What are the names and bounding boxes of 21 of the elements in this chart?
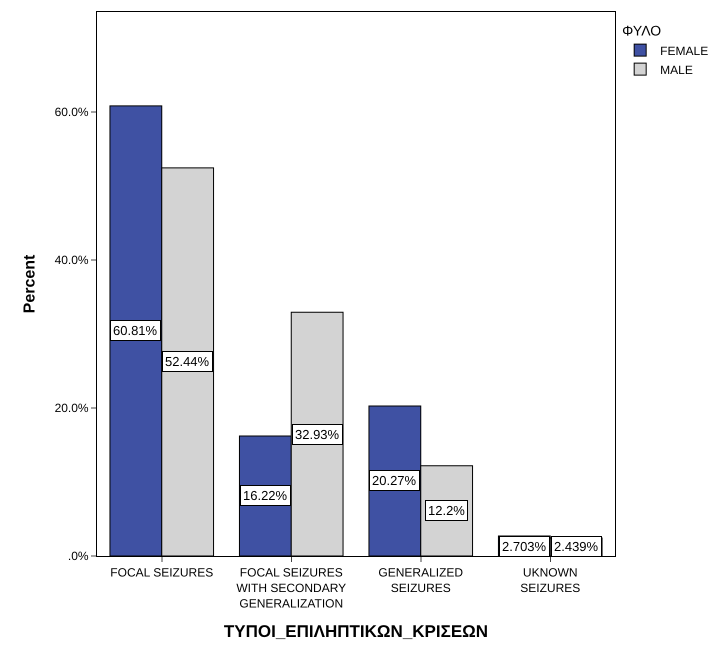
data-label: 12.2% bbox=[428, 503, 466, 518]
data-label: 20.27% bbox=[372, 473, 417, 488]
x-tick-label: UKNOWN SEIZURES bbox=[520, 565, 580, 595]
y-tick-label: .0% bbox=[68, 549, 89, 564]
x-axis-title: ΤΥΠΟΙ_ΕΠΙΛΗΠΤΙΚΩΝ_ΚΡΙΣΕΩΝ bbox=[224, 622, 488, 641]
y-tick-label: 40.0% bbox=[54, 253, 89, 268]
x-tick-label: FOCAL SEIZURES bbox=[110, 565, 214, 580]
legend-label: MALE bbox=[660, 62, 693, 77]
y-tick-label: 60.0% bbox=[54, 105, 89, 120]
y-axis-title: Percent bbox=[21, 254, 38, 314]
data-label: 16.22% bbox=[243, 488, 288, 503]
legend-title: ΦΥΛΟ bbox=[622, 22, 662, 39]
data-label: 52.44% bbox=[165, 354, 210, 369]
data-label: 60.81% bbox=[113, 323, 158, 338]
legend-label: FEMALE bbox=[660, 44, 708, 58]
data-label: 2.439% bbox=[554, 539, 599, 554]
x-tick-label: FOCAL SEIZURES WITH SECONDARY GENERALIZATION bbox=[236, 565, 346, 611]
data-label: 32.93% bbox=[295, 427, 340, 442]
x-tick-label: GENERALIZED SEIZURES bbox=[378, 565, 464, 595]
y-tick-label: 20.0% bbox=[54, 401, 89, 416]
data-label: 2.703% bbox=[502, 539, 547, 554]
